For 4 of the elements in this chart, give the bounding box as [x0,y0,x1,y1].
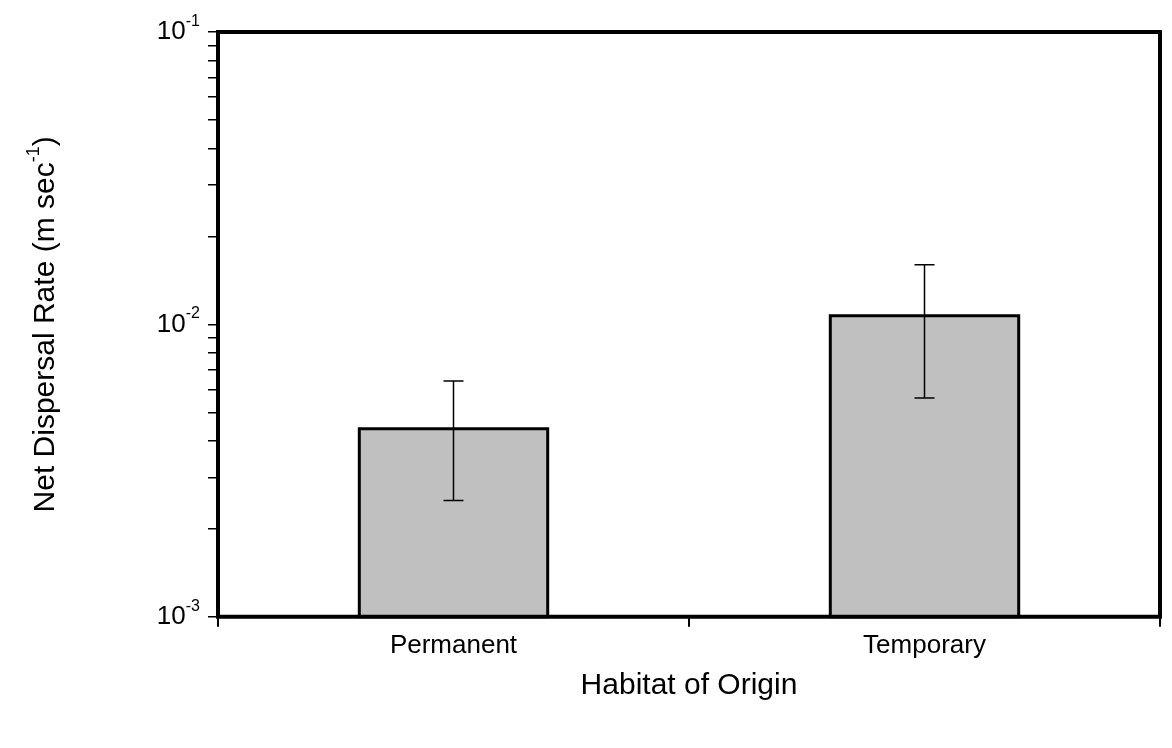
x-tick-label: Temporary [863,628,986,659]
y-axis-title: Net Dispersal Rate (m sec-1) [22,136,61,513]
x-axis-title: Habitat of Origin [580,667,798,701]
x-tick-label: Permanent [389,628,518,659]
